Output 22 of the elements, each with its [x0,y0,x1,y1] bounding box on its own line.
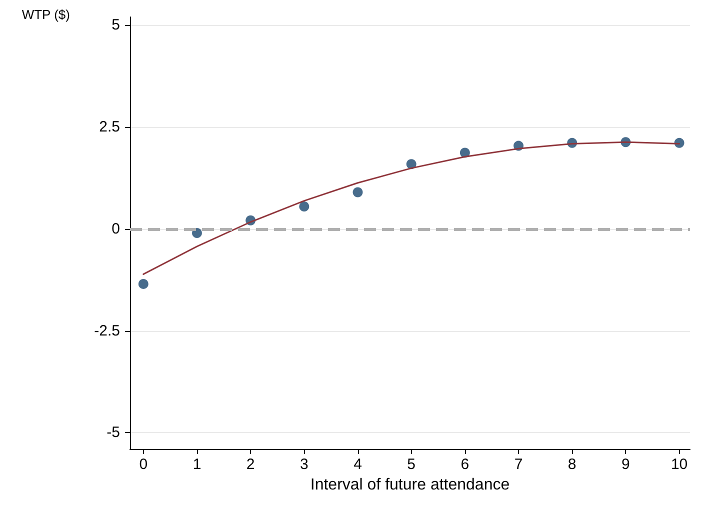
x-tick-label: 9 [622,456,630,473]
y-tick-label: 5 [112,16,120,34]
y-tick-label: 2.5 [99,118,120,136]
x-tick-label: 8 [568,456,576,473]
y-tick-label: 0 [112,220,120,238]
x-tick-label: 6 [460,456,470,473]
y-tick-label: -5 [106,424,120,442]
x-axis-title: Interval of future attendance [310,476,510,494]
x-tick-label: 0 [139,456,148,473]
x-tick-label: 3 [300,456,308,473]
x-tick-label: 7 [514,456,523,473]
x-tick-label: 5 [407,456,416,473]
x-tick-label: 10 [670,456,688,473]
x-tick-label: 1 [192,456,202,473]
point [138,278,148,289]
y-axis-title: WTP ($) [22,7,70,22]
x-tick-label: 4 [354,456,362,473]
x-tick-label: 2 [246,456,255,473]
point [192,228,202,238]
point [299,202,310,212]
point [352,187,363,198]
y-tick-label: -2.5 [94,322,120,340]
